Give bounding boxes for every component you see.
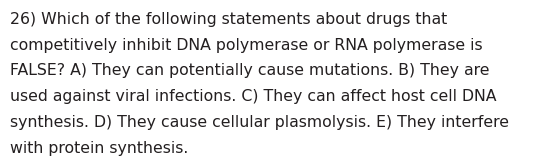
Text: FALSE? A) They can potentially cause mutations. B) They are: FALSE? A) They can potentially cause mut… <box>10 63 489 78</box>
Text: competitively inhibit DNA polymerase or RNA polymerase is: competitively inhibit DNA polymerase or … <box>10 38 483 53</box>
Text: with protein synthesis.: with protein synthesis. <box>10 141 189 156</box>
Text: 26) Which of the following statements about drugs that: 26) Which of the following statements ab… <box>10 12 448 27</box>
Text: used against viral infections. C) They can affect host cell DNA: used against viral infections. C) They c… <box>10 89 497 104</box>
Text: synthesis. D) They cause cellular plasmolysis. E) They interfere: synthesis. D) They cause cellular plasmo… <box>10 115 509 130</box>
